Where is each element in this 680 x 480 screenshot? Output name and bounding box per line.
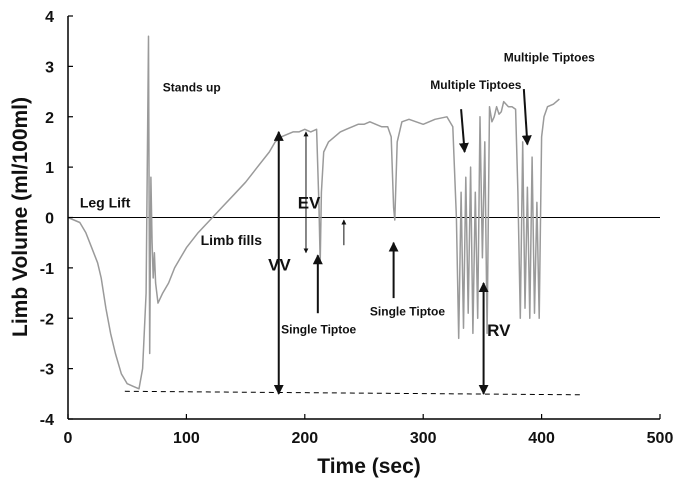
x-tick-label: 500 <box>647 430 674 447</box>
x-tick-label: 0 <box>64 430 73 447</box>
y-tick-label: -3 <box>40 362 54 379</box>
y-tick-label: -4 <box>40 412 54 429</box>
y-tick-label: -2 <box>40 311 54 328</box>
plot-area <box>67 35 660 396</box>
y-tick-label: 2 <box>45 110 54 127</box>
annotation-label-8: Multiple Tiptoes <box>430 78 521 92</box>
baseline-dashed-line <box>124 390 584 396</box>
y-tick-label: 0 <box>45 211 54 228</box>
axes: -4 -3 -2 -1 0 1 2 3 4 0 100 200 300 400 500 <box>40 9 674 447</box>
annotation-arrow-6 <box>458 109 469 154</box>
annotation-label-2: Limb fills <box>201 232 263 248</box>
annotation-label-6: Single Tiptoe <box>370 305 445 319</box>
y-tick-label: 4 <box>45 9 54 26</box>
annotation-label-1: Leg Lift <box>80 194 131 210</box>
annotation-label-7: RV <box>487 321 511 340</box>
x-tick-label: 200 <box>291 430 318 447</box>
annotation-arrow-7 <box>521 88 532 146</box>
annotations: Stands up Leg Lift Limb fills VV EV Single Ti… <box>80 50 595 395</box>
x-tick-label: 100 <box>173 430 200 447</box>
annotation-label-5: Single Tiptoe <box>281 322 356 336</box>
x-tick-label: 300 <box>410 430 437 447</box>
y-tick-label: 3 <box>45 59 54 76</box>
annotation-label-4: EV <box>298 193 321 212</box>
y-axis-title: Limb Volume (ml/100ml) <box>9 97 32 337</box>
annotation-label-3: VV <box>268 255 291 274</box>
x-axis-title: Time (sec) <box>317 455 421 478</box>
annotation-label-9: Multiple Tiptoes <box>504 50 595 64</box>
y-tick-label: 1 <box>45 160 54 177</box>
x-tick-label: 400 <box>528 430 555 447</box>
annotation-label-0: Stands up <box>163 81 221 95</box>
series-line-0 <box>67 35 560 390</box>
y-tick-label: -1 <box>40 261 54 278</box>
